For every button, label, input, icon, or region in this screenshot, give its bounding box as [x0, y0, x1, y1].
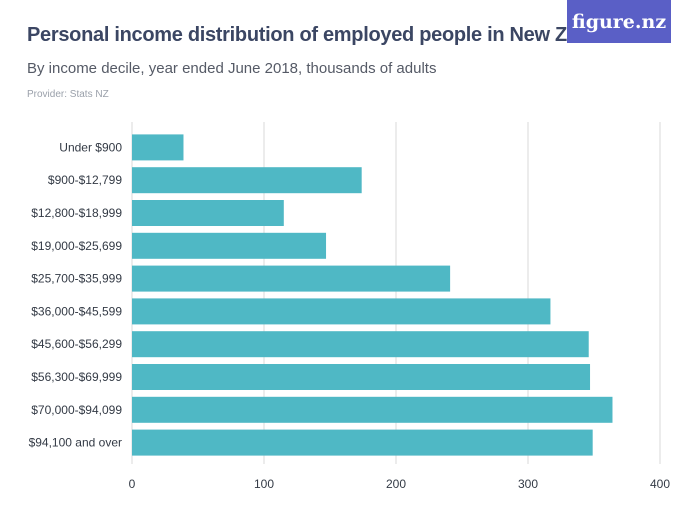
figure-nz-logo[interactable]: figure.nz: [567, 0, 671, 43]
category-label: $45,600-$56,299: [31, 337, 122, 351]
chart-subtitle: By income decile, year ended June 2018, …: [27, 60, 437, 77]
chart-title: Personal income distribution of employed…: [27, 24, 629, 46]
category-label: $12,800-$18,999: [31, 206, 122, 220]
bar[interactable]: [132, 429, 593, 456]
bar[interactable]: [132, 265, 451, 292]
category-label: $19,000-$25,699: [31, 239, 122, 253]
category-label: $900-$12,799: [48, 173, 122, 187]
bar[interactable]: [132, 232, 327, 259]
bar[interactable]: [132, 167, 362, 194]
x-tick-label: 300: [518, 477, 538, 491]
category-label: $70,000-$94,099: [31, 403, 122, 417]
category-label: $94,100 and over: [29, 436, 122, 450]
x-tick-label: 0: [129, 477, 136, 491]
category-labels: Under $900 $900-$12,799 $12,800-$18,999 $19…: [29, 140, 123, 449]
bar[interactable]: [132, 134, 184, 161]
bar[interactable]: [132, 298, 551, 325]
x-axis-tick-labels: 0 100 200 300 400: [129, 477, 671, 491]
category-label: $36,000-$45,599: [31, 304, 122, 318]
category-label: Under $900: [59, 140, 122, 154]
bar[interactable]: [132, 331, 589, 358]
x-tick-label: 100: [254, 477, 274, 491]
bars: [132, 134, 613, 456]
bar[interactable]: [132, 396, 613, 423]
bar[interactable]: [132, 364, 591, 390]
category-label: $25,700-$35,999: [31, 272, 122, 286]
x-tick-label: 400: [650, 477, 670, 491]
provider-note: Provider: Stats NZ: [27, 89, 109, 100]
x-tick-label: 200: [386, 477, 406, 491]
bar[interactable]: [132, 200, 284, 226]
category-label: $56,300-$69,999: [31, 370, 122, 384]
